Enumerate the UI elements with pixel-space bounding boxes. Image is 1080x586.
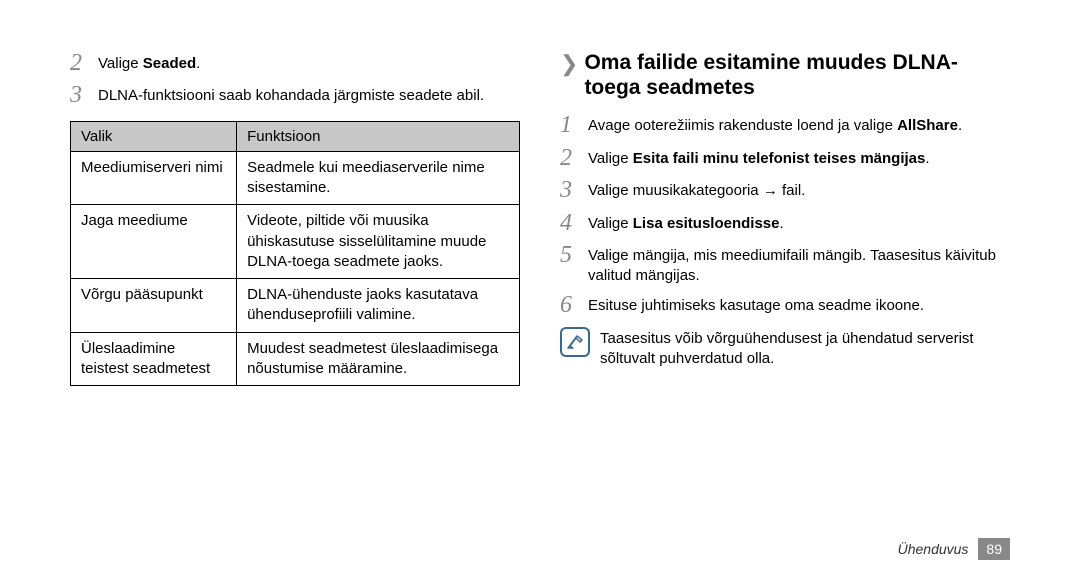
section-title: ❯ Oma failide esitamine muudes DLNA-toeg… — [560, 50, 1010, 100]
footer-label: Ühenduvus — [898, 541, 969, 557]
step1-suffix: . — [958, 117, 962, 134]
page-number: 89 — [978, 538, 1010, 560]
step-text: Valige mängija, mis meediumifaili mängib… — [588, 242, 1010, 287]
step-number: 1 — [560, 112, 588, 138]
table-row: Jaga meediume Videote, piltide või muusi… — [71, 205, 520, 279]
step2r-bold: Esita faili minu telefonist teises mängi… — [633, 150, 926, 167]
table-header-col2: Funktsioon — [237, 121, 520, 151]
step-text: Esituse juhtimiseks kasutage oma seadme … — [588, 292, 924, 316]
step2r-prefix: Valige — [588, 150, 633, 167]
right-column: ❯ Oma failide esitamine muudes DLNA-toeg… — [560, 50, 1010, 386]
step-text: DLNA-funktsiooni saab kohandada järgmist… — [98, 82, 484, 106]
step2r-suffix: . — [925, 150, 929, 167]
step-text: Valige muusikakategooria → fail. — [588, 177, 805, 201]
step-number: 3 — [560, 177, 588, 203]
step4r-bold: Lisa esitusloendisse — [633, 215, 780, 232]
step-3r: 3 Valige muusikakategooria → fail. — [560, 177, 1010, 203]
step-3: 3 DLNA-funktsiooni saab kohandada järgmi… — [70, 82, 520, 108]
table-cell: Seadmele kui meediaserverile nime sisest… — [237, 151, 520, 205]
step-5r: 5 Valige mängija, mis meediumifaili mäng… — [560, 242, 1010, 287]
table-cell: DLNA-ühenduste jaoks kasutatava ühenduse… — [237, 279, 520, 333]
step4r-suffix: . — [780, 215, 784, 232]
step-number: 6 — [560, 292, 588, 318]
table-cell: Üleslaadimine teistest seadmetest — [71, 332, 237, 386]
step-number: 2 — [70, 50, 98, 76]
step-text: Valige Esita faili minu telefonist teise… — [588, 145, 930, 169]
table-header-row: Valik Funktsioon — [71, 121, 520, 151]
table-row: Meediumiserveri nimi Seadmele kui meedia… — [71, 151, 520, 205]
step-1: 1 Avage ooterežiimis rakenduste loend ja… — [560, 112, 1010, 138]
step4r-prefix: Valige — [588, 215, 633, 232]
step-text: Avage ooterežiimis rakenduste loend ja v… — [588, 112, 962, 136]
note: Taasesitus võib võrguühendusest ja ühend… — [560, 327, 1010, 370]
step1-prefix: Avage ooterežiimis rakenduste loend ja v… — [588, 117, 897, 134]
table-cell: Võrgu pääsupunkt — [71, 279, 237, 333]
table-cell: Muudest seadmetest üleslaadimisega nõust… — [237, 332, 520, 386]
table-row: Võrgu pääsupunkt DLNA-ühenduste jaoks ka… — [71, 279, 520, 333]
title-text: Oma failide esitamine muudes DLNA-toega … — [584, 50, 1010, 100]
table-cell: Jaga meediume — [71, 205, 237, 279]
note-icon — [560, 327, 590, 357]
step-2r: 2 Valige Esita faili minu telefonist tei… — [560, 145, 1010, 171]
step-number: 4 — [560, 210, 588, 236]
step-4r: 4 Valige Lisa esitusloendisse. — [560, 210, 1010, 236]
settings-table: Valik Funktsioon Meediumiserveri nimi Se… — [70, 121, 520, 386]
step2-prefix: Valige — [98, 55, 143, 72]
step-6r: 6 Esituse juhtimiseks kasutage oma seadm… — [560, 292, 1010, 318]
chevron-icon: ❯ — [560, 50, 578, 76]
table-cell: Videote, piltide või muusika ühiskasutus… — [237, 205, 520, 279]
step-text: Valige Seaded. — [98, 50, 200, 74]
table-row: Üleslaadimine teistest seadmetest Muudes… — [71, 332, 520, 386]
left-column: 2 Valige Seaded. 3 DLNA-funktsiooni saab… — [70, 50, 520, 386]
table-cell: Meediumiserveri nimi — [71, 151, 237, 205]
step-number: 3 — [70, 82, 98, 108]
step-number: 5 — [560, 242, 588, 268]
step-text: Valige Lisa esitusloendisse. — [588, 210, 784, 234]
step-2: 2 Valige Seaded. — [70, 50, 520, 76]
step2-bold: Seaded — [143, 55, 196, 72]
step2-suffix: . — [196, 55, 200, 72]
footer: Ühenduvus 89 — [898, 538, 1010, 560]
step1-bold: AllShare — [897, 117, 958, 134]
table-header-col1: Valik — [71, 121, 237, 151]
note-text: Taasesitus võib võrguühendusest ja ühend… — [600, 327, 1010, 370]
step-number: 2 — [560, 145, 588, 171]
